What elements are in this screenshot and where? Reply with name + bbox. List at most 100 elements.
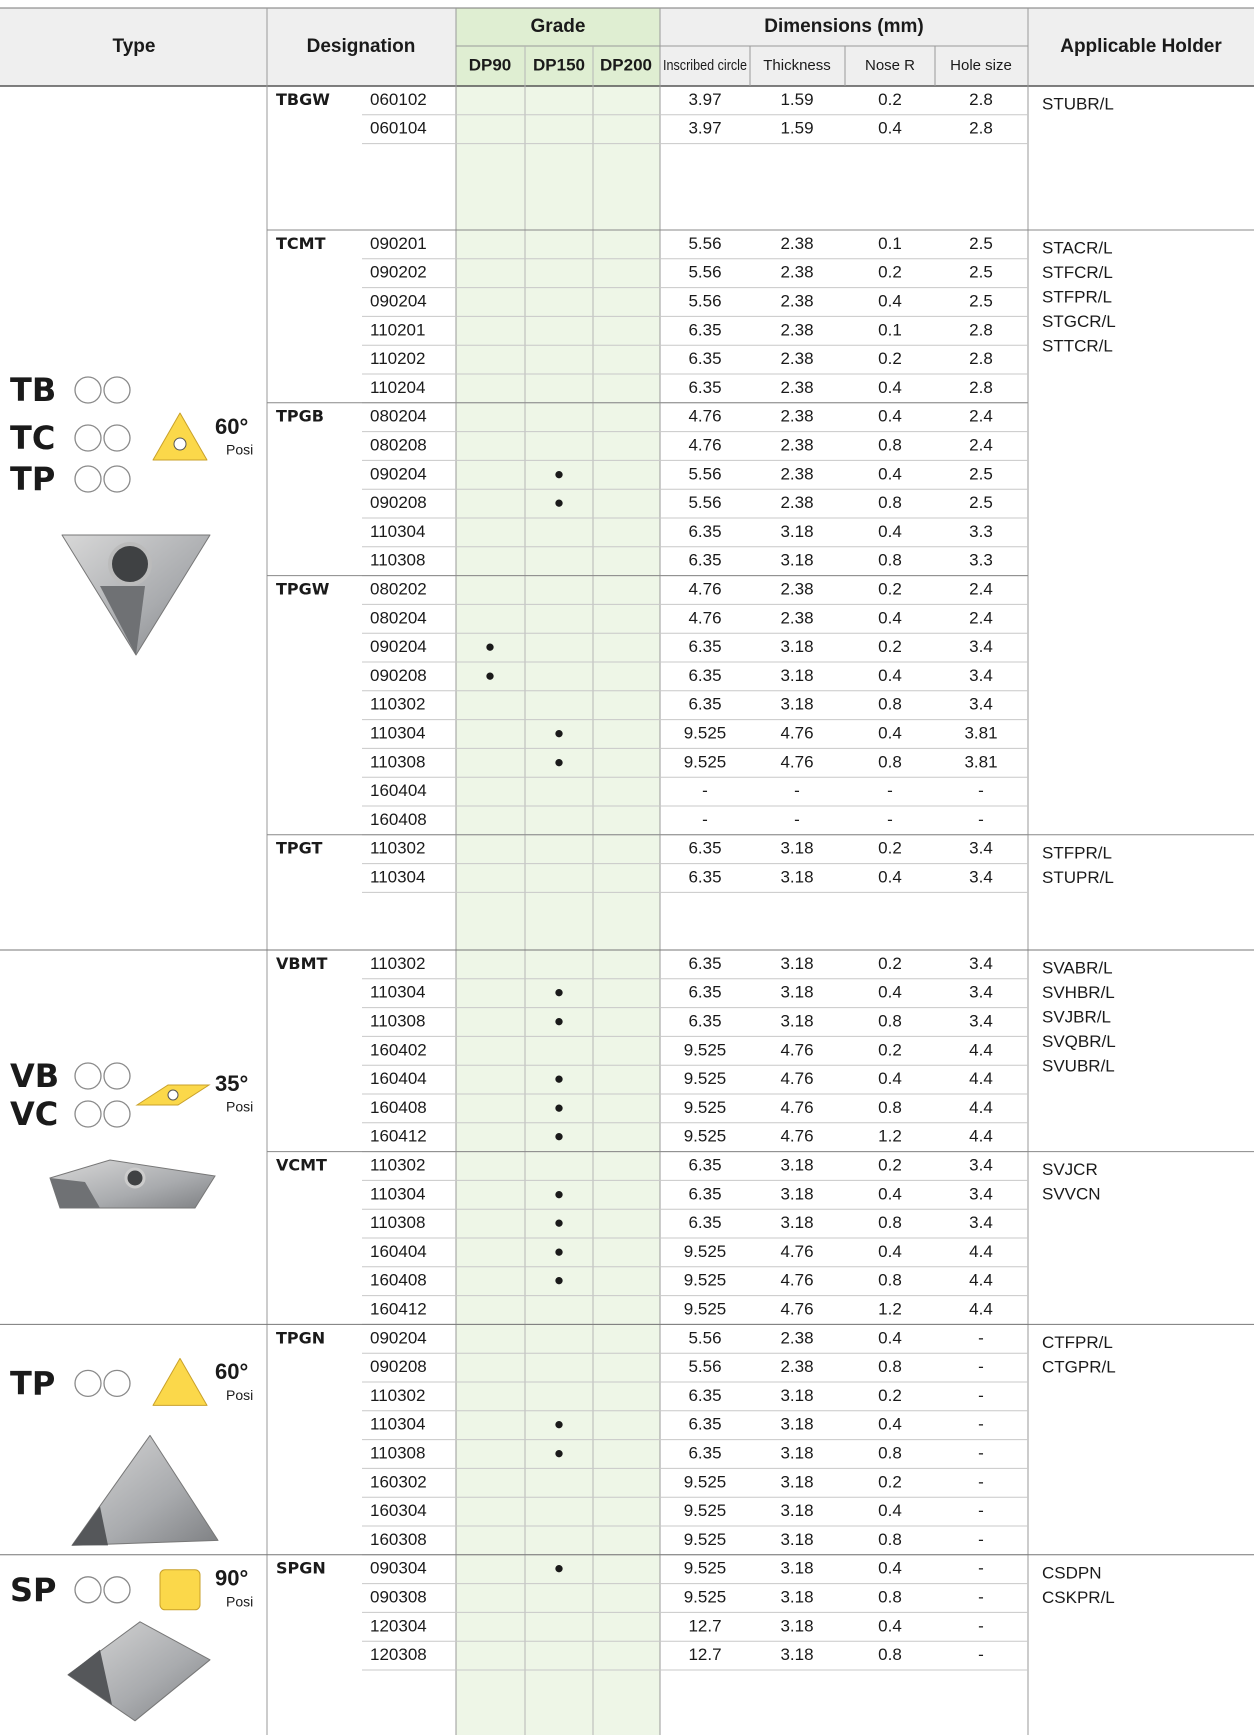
dimension: 9.525	[684, 752, 727, 771]
icon-circle	[74, 465, 102, 493]
dimension: 0.4	[878, 522, 902, 541]
holder: SVUBR/L	[1042, 1056, 1115, 1075]
designation-no: 090308	[370, 1587, 427, 1606]
dimension: 3.18	[780, 1587, 813, 1606]
dimension: 0.8	[878, 1443, 902, 1462]
dimension: 9.525	[684, 1559, 727, 1578]
dimension: 4.76	[780, 1127, 813, 1146]
dimension: 2.5	[969, 291, 993, 310]
dimension: 3.4	[969, 637, 993, 656]
dimension: 3.3	[969, 522, 993, 541]
dimension: 0.2	[878, 90, 902, 109]
grade-mark: ●	[554, 1415, 564, 1434]
dimension: 0.8	[878, 1587, 902, 1606]
holder: SVVCN	[1042, 1185, 1101, 1204]
designation-no: 110308	[370, 551, 425, 570]
dimension: 2.38	[780, 579, 813, 598]
dimension: 2.8	[969, 349, 993, 368]
designation-no: 110304	[370, 983, 425, 1002]
dimension: 2.38	[780, 493, 813, 512]
type-code: VC	[10, 1095, 58, 1133]
designation-no: 160408	[370, 810, 427, 829]
dimension: 1.59	[780, 90, 813, 109]
holder: CTFPR/L	[1042, 1333, 1113, 1352]
dimension: 0.2	[878, 1386, 902, 1405]
designation-no: 110304	[370, 522, 425, 541]
holder: STUBR/L	[1042, 94, 1114, 113]
dimension: 0.8	[878, 551, 902, 570]
designation-no: 090204	[370, 464, 427, 483]
dimension: 3.18	[780, 1443, 813, 1462]
dimension: 4.76	[688, 407, 721, 426]
posi: Posi	[226, 1099, 253, 1115]
designation-no: 080202	[370, 579, 427, 598]
dimension: 6.35	[688, 1011, 721, 1030]
designation-no: 090201	[370, 234, 427, 253]
dimension: -	[794, 781, 800, 800]
holder: STFPR/L	[1042, 843, 1112, 862]
header-dimensions: Dimensions (mm)	[764, 16, 923, 37]
series-code: TPGB	[276, 407, 324, 426]
dimension: 3.18	[780, 867, 813, 886]
dimension: 3.18	[780, 954, 813, 973]
insert-image	[61, 534, 211, 656]
dimension: 3.18	[780, 522, 813, 541]
shape-icon	[152, 1357, 208, 1406]
dimension: 2.8	[969, 90, 993, 109]
grade-mark: ●	[554, 1184, 564, 1203]
dimension: 3.97	[688, 119, 721, 138]
designation-no: 110308	[370, 752, 425, 771]
dimension: 4.4	[969, 1242, 993, 1261]
dimension: 3.4	[969, 1011, 993, 1030]
dimension: -	[978, 810, 984, 829]
series-code: TCMT	[276, 234, 326, 253]
designation-no: 160402	[370, 1040, 427, 1059]
dimension: 2.38	[780, 1328, 813, 1347]
dimension: 2.38	[780, 320, 813, 339]
designation-no: 110308	[370, 1213, 425, 1232]
header-designation: Designation	[307, 36, 416, 57]
designation-no: 110304	[370, 723, 425, 742]
type-code: TP	[10, 460, 55, 498]
dimension: 0.4	[878, 407, 902, 426]
grid	[0, 7, 1254, 1735]
grade-mark: ●	[554, 1127, 564, 1146]
dimension: 3.18	[780, 637, 813, 656]
dimension: 3.4	[969, 1184, 993, 1203]
icon-circle	[74, 1369, 102, 1398]
dimension: 6.35	[688, 695, 721, 714]
designation-no: 090208	[370, 493, 427, 512]
dimension: 3.4	[969, 1213, 993, 1232]
grade-mark: ●	[485, 637, 495, 656]
dimension: 0.4	[878, 464, 902, 483]
designation-no: 120308	[370, 1645, 427, 1664]
icon-circle	[74, 1576, 102, 1604]
dimension: 3.18	[780, 1155, 813, 1174]
dimension: 3.4	[969, 839, 993, 858]
designation-no: 110202	[370, 349, 425, 368]
dimension: 2.8	[969, 378, 993, 397]
designation-no: 110302	[370, 954, 425, 973]
icon-circle	[103, 1062, 131, 1090]
series-code: TPGT	[276, 839, 322, 858]
dimension: 0.2	[878, 1155, 902, 1174]
designation-no: 090204	[370, 1328, 427, 1347]
dimension: 0.4	[878, 1501, 902, 1520]
holder: SVABR/L	[1042, 958, 1113, 977]
dimension: -	[978, 1616, 984, 1635]
shape-icon	[152, 412, 208, 461]
dimension: 6.35	[688, 867, 721, 886]
dimension: 4.76	[688, 608, 721, 627]
dimension: -	[978, 1530, 984, 1549]
dimension: 2.38	[780, 349, 813, 368]
dimension: 6.35	[688, 839, 721, 858]
angle: 35°	[215, 1071, 248, 1096]
dimension: 0.8	[878, 1098, 902, 1117]
dimension: 4.76	[780, 1242, 813, 1261]
insert-edge	[100, 586, 145, 655]
grade-mark: ●	[554, 493, 564, 512]
dimension: 3.18	[780, 1184, 813, 1203]
grade-mark: ●	[554, 1443, 564, 1462]
dim-col-header: Thickness	[763, 57, 831, 74]
